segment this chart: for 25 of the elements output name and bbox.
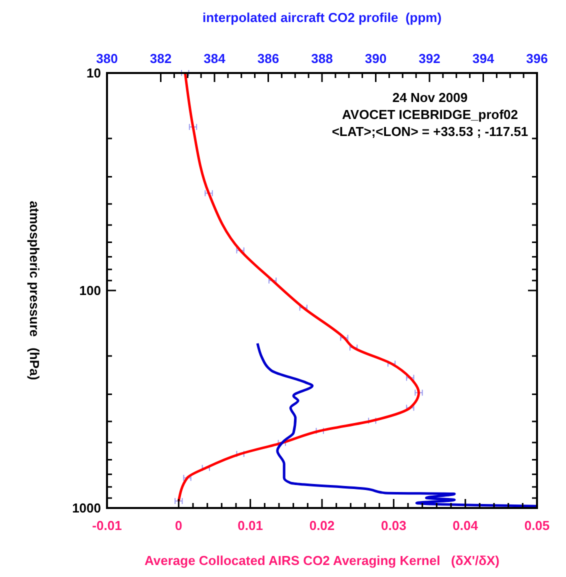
x2-tick-label: 390 (364, 51, 387, 66)
y-tick-label: 10 (86, 66, 101, 81)
x2-axis-title: interpolated aircraft CO2 profile (ppm) (202, 10, 442, 25)
annotation: <LAT>;<LON> = +33.53 ; -117.51 (332, 124, 528, 139)
x-tick-label: 0 (175, 518, 182, 533)
x2-tick-label: 388 (311, 51, 333, 66)
annotation: 24 Nov 2009 (392, 90, 468, 105)
x-tick-label: 0.02 (309, 518, 335, 533)
x2-tick-label: 386 (257, 51, 280, 66)
x2-tick-label: 392 (418, 51, 440, 66)
x-tick-label: 0.05 (524, 518, 550, 533)
x-tick-label: 0.03 (381, 518, 406, 533)
x-tick-label: 0.01 (238, 518, 263, 533)
y-tick-label: 1000 (72, 500, 101, 516)
x2-tick-label: 380 (96, 51, 118, 66)
annotation: AVOCET ICEBRIDGE_prof02 (342, 107, 518, 122)
x2-tick-label: 384 (204, 51, 226, 66)
x-axis-title: Average Collocated AIRS CO2 Averaging Kernel (δX'/δX) (144, 553, 500, 568)
x-tick-label: 0.04 (452, 518, 479, 533)
x2-tick-label: 382 (150, 51, 172, 66)
y-tick-label: 100 (79, 283, 101, 298)
y-axis-title: atmospheric pressure (hPa) (27, 200, 42, 380)
x2-tick-label: 396 (526, 51, 548, 66)
x2-tick-label: 394 (472, 51, 495, 66)
x-tick-label: -0.01 (92, 518, 122, 533)
